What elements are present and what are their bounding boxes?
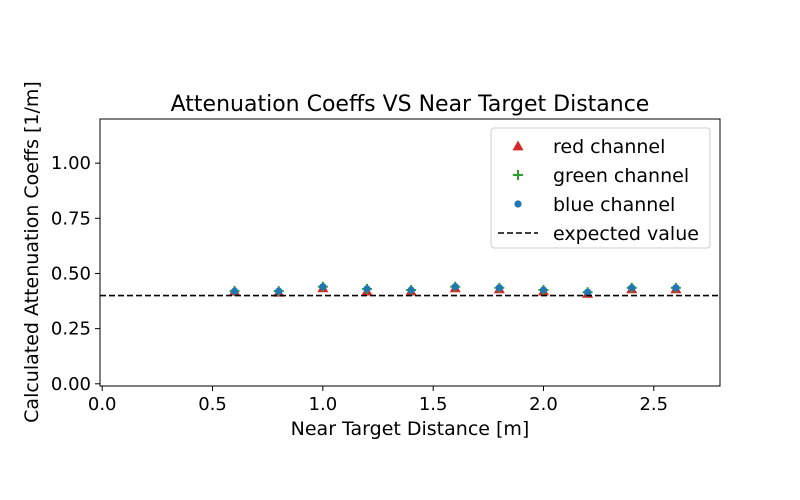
x-tick-label: 0.5 bbox=[198, 394, 227, 415]
data-point bbox=[672, 284, 680, 292]
y-axis-label: Calculated Attenuation Coeffs [1/m] bbox=[21, 81, 43, 423]
legend: red channel green channel blue channel expe… bbox=[490, 127, 711, 249]
legend-item-blue-channel: blue channel bbox=[514, 194, 675, 216]
y-tick-label: 0.25 bbox=[51, 319, 91, 340]
legend-marker bbox=[512, 140, 524, 151]
chart-title: Attenuation Coeffs VS Near Target Distan… bbox=[171, 92, 650, 117]
legend-item-expected-value: expected value bbox=[498, 223, 699, 245]
data-point bbox=[584, 288, 592, 296]
x-tick-label: 1.0 bbox=[309, 394, 338, 415]
y-tick-label: 0.00 bbox=[51, 374, 91, 395]
legend-label: blue channel bbox=[553, 194, 675, 216]
data-point bbox=[495, 284, 503, 292]
legend-label: expected value bbox=[553, 223, 699, 245]
x-tick-label: 2.5 bbox=[639, 394, 668, 415]
x-axis: 0.0 0.5 1.0 1.5 2.0 2.5 bbox=[88, 386, 668, 415]
data-point bbox=[628, 284, 636, 292]
y-axis: 0.00 0.25 0.50 0.75 1.00 bbox=[51, 153, 100, 395]
data-point bbox=[407, 286, 415, 294]
legend-frame bbox=[490, 127, 711, 249]
legend-marker bbox=[513, 170, 523, 180]
legend-label: green channel bbox=[553, 165, 689, 187]
series-layer bbox=[229, 281, 682, 298]
x-axis-label: Near Target Distance [m] bbox=[291, 418, 530, 440]
x-tick-label: 2.0 bbox=[529, 394, 558, 415]
y-tick-label: 1.00 bbox=[51, 153, 91, 174]
y-tick-label: 0.50 bbox=[51, 263, 91, 284]
data-point bbox=[275, 287, 283, 295]
legend-item-red-channel: red channel bbox=[512, 136, 665, 158]
plot-frame bbox=[99, 118, 721, 387]
data-point bbox=[539, 286, 548, 294]
x-tick-label: 0.0 bbox=[88, 394, 117, 415]
legend-item-green-channel: green channel bbox=[513, 165, 689, 187]
legend-marker bbox=[514, 200, 522, 208]
data-point bbox=[230, 287, 239, 295]
data-point bbox=[451, 283, 459, 291]
y-tick-label: 0.75 bbox=[51, 208, 91, 229]
x-tick-label: 1.5 bbox=[419, 394, 448, 415]
data-point bbox=[319, 283, 327, 291]
legend-label: red channel bbox=[553, 136, 665, 158]
data-point bbox=[363, 285, 371, 293]
series-blue-channel bbox=[230, 283, 680, 296]
plot-area bbox=[99, 118, 721, 387]
